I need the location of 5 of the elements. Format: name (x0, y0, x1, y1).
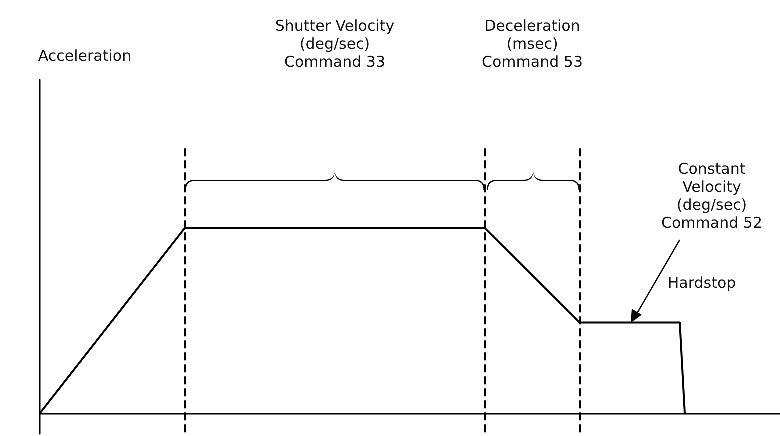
text: Shutter Velocity (deg/sec) Command 33 (275, 17, 395, 71)
text: Acceleration (38, 47, 132, 65)
text: Deceleration (msec) Command 53 (482, 17, 583, 71)
annotation: Hardstop (668, 274, 736, 292)
annotation: Constant Velocity (deg/sec) Command 52 (662, 160, 762, 232)
